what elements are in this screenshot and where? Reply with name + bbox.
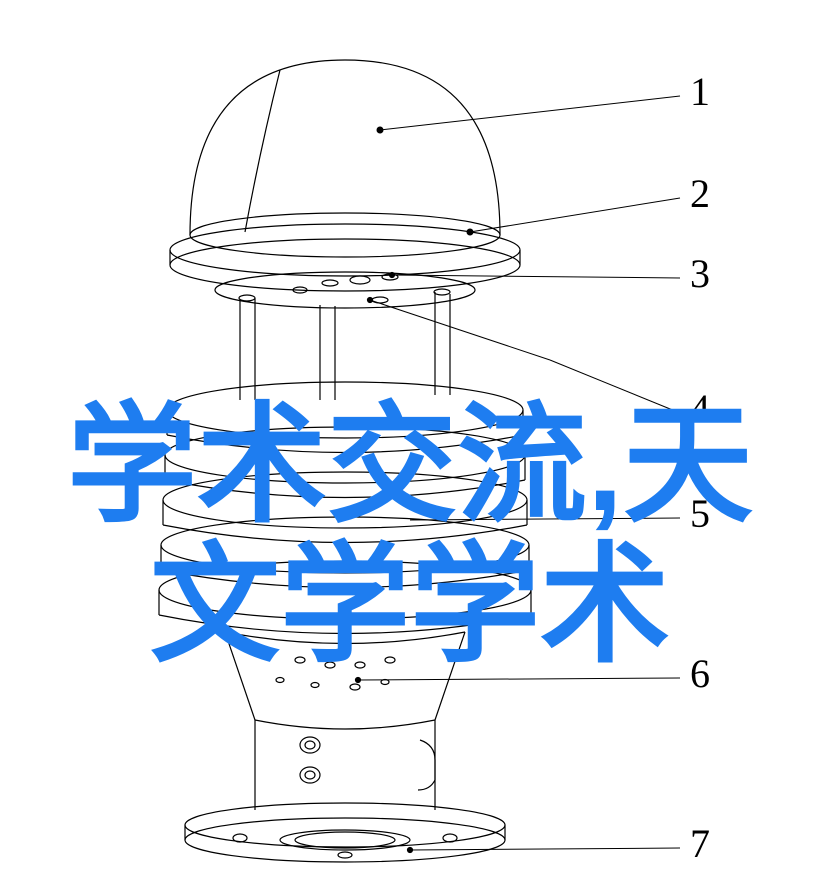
label-3: 3 [690, 250, 710, 297]
technical-diagram: 1 2 3 4 5 6 7 学术交流,天 文学学术 [0, 0, 820, 886]
watermark-text-line2: 文学学术 [0, 500, 820, 688]
label-7: 7 [690, 820, 710, 867]
label-2: 2 [690, 170, 710, 217]
label-1: 1 [690, 68, 710, 115]
